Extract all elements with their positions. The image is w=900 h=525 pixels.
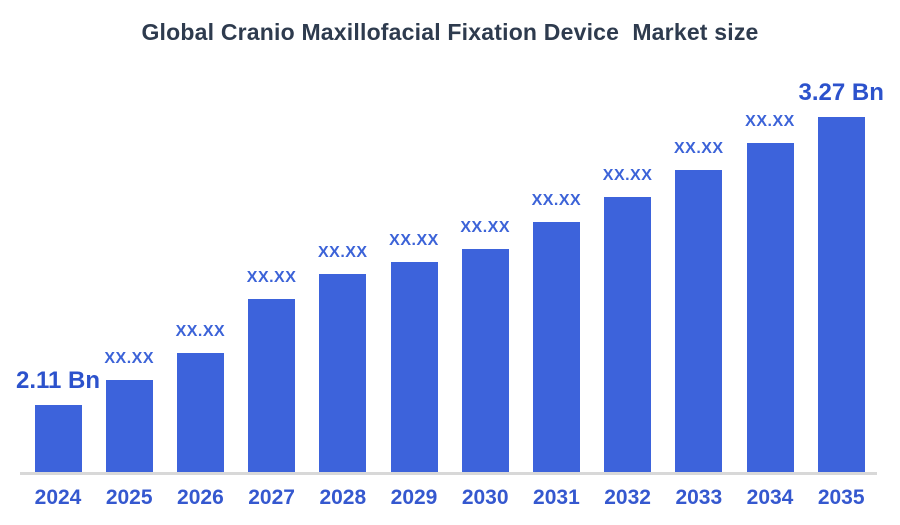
chart-title: Global Cranio Maxillofacial Fixation Dev… [141,19,759,45]
bar-2032 [604,197,652,472]
x-axis-tick-label-2030: 2030 [461,486,509,509]
bar-2029 [390,262,438,472]
x-axis-tick-label-2034: 2034 [746,486,794,509]
bar-placeholder-label-2031: XX.XX [531,192,582,209]
bar-2034 [746,143,794,472]
bar-placeholder-label-2033: XX.XX [673,140,724,157]
x-axis-tick-label-2032: 2032 [604,486,651,509]
bar-placeholder-label-2028: XX.XX [317,244,368,261]
bar-placeholder-label-2026: XX.XX [175,323,226,340]
bar-placeholder-label-2034: XX.XX [745,113,795,130]
bar-2030 [461,249,509,472]
x-axis-tick-label-2035: 2035 [817,486,865,509]
x-axis-tick-label-2028: 2028 [319,486,367,509]
x-axis-tick-label-2026: 2026 [177,486,224,509]
bar-placeholder-label-2027: XX.XX [246,269,297,286]
bar-2026 [176,353,224,472]
bar-2024 [34,405,82,472]
x-axis-tick-label-2033: 2033 [675,486,723,509]
bar-value-label-2024: 2.11 Bn [15,367,101,394]
bar-placeholder-label-2032: XX.XX [602,167,653,184]
bar-2027 [248,299,296,472]
bar-2033 [675,170,723,472]
x-axis-line [20,472,877,475]
bar-2031 [532,222,580,472]
bar-placeholder-label-2025: XX.XX [104,350,154,367]
bar-2025 [105,380,153,472]
x-axis-tick-label-2024: 2024 [34,486,82,509]
bar-placeholder-label-2029: XX.XX [389,232,439,249]
bar-2028 [319,274,367,472]
bar-value-label-2035: 3.27 Bn [798,79,884,106]
x-axis-tick-label-2029: 2029 [390,486,438,509]
x-axis-tick-label-2025: 2025 [105,486,153,509]
bar-2035 [817,117,865,472]
x-axis-tick-label-2027: 2027 [248,486,295,509]
bar-placeholder-label-2030: XX.XX [460,219,510,236]
x-axis-tick-label-2031: 2031 [533,486,580,509]
